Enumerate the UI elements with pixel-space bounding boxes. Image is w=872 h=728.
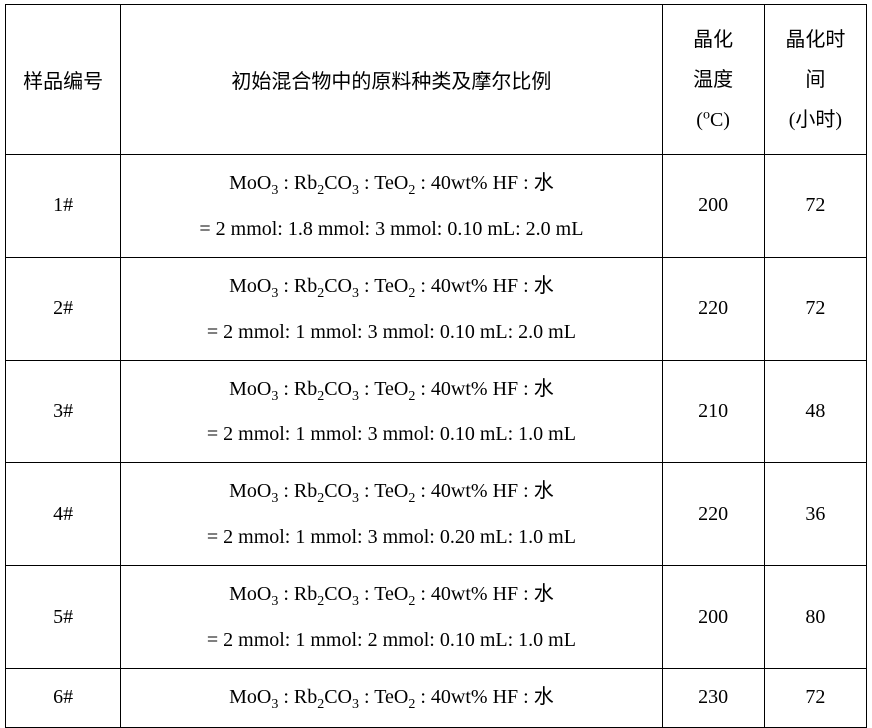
header-temperature: 晶化 温度 (oC): [662, 5, 764, 155]
table-body: 1# MoO3 : Rb2CO3 : TeO2 : 40wt% HF : 水 =…: [6, 155, 867, 728]
cell-id: 4#: [6, 463, 121, 566]
cell-id: 5#: [6, 566, 121, 669]
header-temp-l1: 晶化: [693, 29, 733, 51]
header-temp-l3b: C): [710, 109, 730, 131]
cell-time: 72: [764, 257, 866, 360]
header-temp-l3a: (: [696, 109, 703, 131]
ratio-line: = 2 mmol: 1 mmol: 2 mmol: 0.10 mL: 1.0 m…: [207, 629, 576, 651]
ratio-line: = 2 mmol: 1.8 mmol: 3 mmol: 0.10 mL: 2.0…: [199, 218, 583, 240]
table-row: 1# MoO3 : Rb2CO3 : TeO2 : 40wt% HF : 水 =…: [6, 155, 867, 258]
formula-line: MoO3 : Rb2CO3 : TeO2 : 40wt% HF : 水: [229, 172, 554, 194]
cell-temp: 200: [662, 566, 764, 669]
table-row: 4# MoO3 : Rb2CO3 : TeO2 : 40wt% HF : 水 =…: [6, 463, 867, 566]
header-time-l3: (小时): [789, 109, 842, 131]
formula-line: MoO3 : Rb2CO3 : TeO2 : 40wt% HF : 水: [229, 480, 554, 502]
cell-time: 72: [764, 155, 866, 258]
header-temp-sup: o: [703, 107, 710, 122]
cell-composition: MoO3 : Rb2CO3 : TeO2 : 40wt% HF : 水 = 2 …: [121, 257, 662, 360]
ratio-line: = 2 mmol: 1 mmol: 3 mmol: 0.10 mL: 2.0 m…: [207, 321, 576, 343]
table-row: 5# MoO3 : Rb2CO3 : TeO2 : 40wt% HF : 水 =…: [6, 566, 867, 669]
cell-temp: 220: [662, 463, 764, 566]
header-composition: 初始混合物中的原料种类及摩尔比例: [121, 5, 662, 155]
cell-id: 6#: [6, 668, 121, 727]
table-header-row: 样品编号 初始混合物中的原料种类及摩尔比例 晶化 温度 (oC) 晶化时 间 (…: [6, 5, 867, 155]
ratio-line: = 2 mmol: 1 mmol: 3 mmol: 0.20 mL: 1.0 m…: [207, 526, 576, 548]
cell-temp: 200: [662, 155, 764, 258]
materials-table: 样品编号 初始混合物中的原料种类及摩尔比例 晶化 温度 (oC) 晶化时 间 (…: [5, 4, 867, 728]
cell-composition: MoO3 : Rb2CO3 : TeO2 : 40wt% HF : 水 = 2 …: [121, 463, 662, 566]
header-time-l2: 间: [805, 69, 825, 91]
cell-temp: 220: [662, 257, 764, 360]
cell-composition: MoO3 : Rb2CO3 : TeO2 : 40wt% HF : 水 = 2 …: [121, 566, 662, 669]
cell-id: 2#: [6, 257, 121, 360]
cell-time: 80: [764, 566, 866, 669]
table-row: 6# MoO3 : Rb2CO3 : TeO2 : 40wt% HF : 水 2…: [6, 668, 867, 727]
header-time-l1: 晶化时: [785, 29, 845, 51]
cell-time: 36: [764, 463, 866, 566]
header-time: 晶化时 间 (小时): [764, 5, 866, 155]
cell-composition: MoO3 : Rb2CO3 : TeO2 : 40wt% HF : 水 = 2 …: [121, 360, 662, 463]
ratio-line: = 2 mmol: 1 mmol: 3 mmol: 0.10 mL: 1.0 m…: [207, 423, 576, 445]
header-sample-id: 样品编号: [6, 5, 121, 155]
cell-temp: 210: [662, 360, 764, 463]
cell-temp: 230: [662, 668, 764, 727]
formula-line: MoO3 : Rb2CO3 : TeO2 : 40wt% HF : 水: [229, 583, 554, 605]
header-temp-l2: 温度: [693, 69, 733, 91]
cell-composition: MoO3 : Rb2CO3 : TeO2 : 40wt% HF : 水: [121, 668, 662, 727]
cell-id: 3#: [6, 360, 121, 463]
cell-composition: MoO3 : Rb2CO3 : TeO2 : 40wt% HF : 水 = 2 …: [121, 155, 662, 258]
formula-line: MoO3 : Rb2CO3 : TeO2 : 40wt% HF : 水: [229, 686, 554, 708]
formula-line: MoO3 : Rb2CO3 : TeO2 : 40wt% HF : 水: [229, 275, 554, 297]
formula-line: MoO3 : Rb2CO3 : TeO2 : 40wt% HF : 水: [229, 378, 554, 400]
cell-time: 48: [764, 360, 866, 463]
table-row: 2# MoO3 : Rb2CO3 : TeO2 : 40wt% HF : 水 =…: [6, 257, 867, 360]
table-row: 3# MoO3 : Rb2CO3 : TeO2 : 40wt% HF : 水 =…: [6, 360, 867, 463]
cell-time: 72: [764, 668, 866, 727]
cell-id: 1#: [6, 155, 121, 258]
